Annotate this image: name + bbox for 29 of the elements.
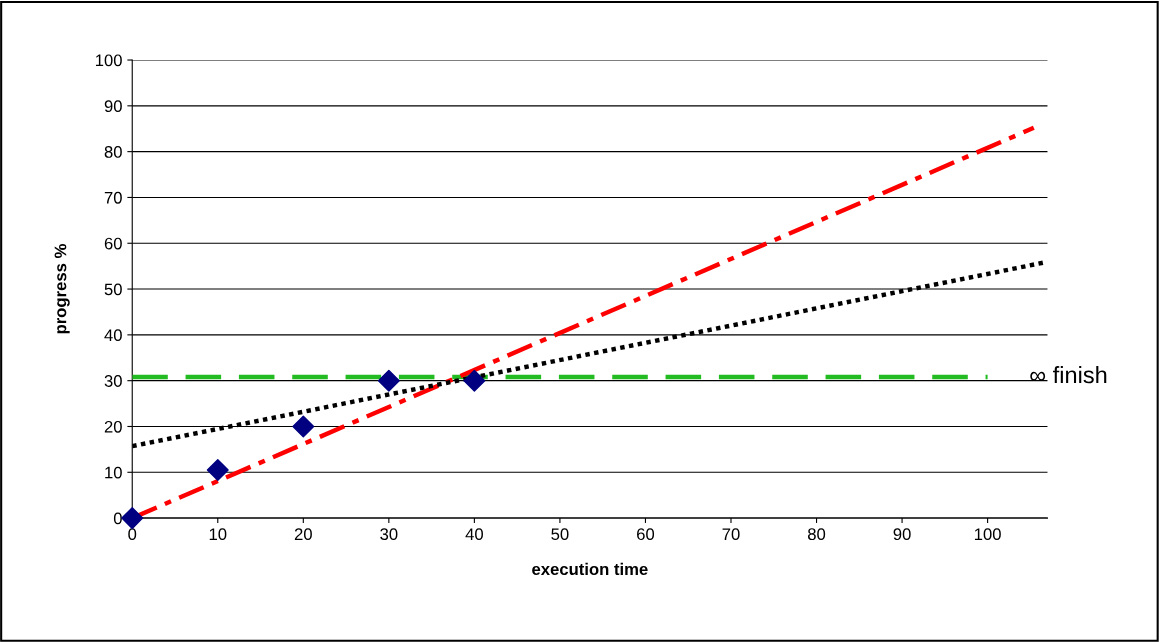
x-axis-title: execution time xyxy=(532,562,648,576)
point xyxy=(121,507,144,530)
x-tick-label: 10 xyxy=(209,528,227,541)
y-tick-label: 60 xyxy=(104,237,122,250)
x-tick-label: 50 xyxy=(551,528,569,541)
x-tick-label: 70 xyxy=(722,528,740,541)
y-tick-label: 70 xyxy=(104,191,122,204)
x-tick-label: 90 xyxy=(893,528,911,541)
y-tick-label: 90 xyxy=(104,100,122,113)
point xyxy=(377,369,400,392)
x-tick-label: 0 xyxy=(128,528,137,541)
point xyxy=(463,369,486,392)
y-tick-label: 40 xyxy=(104,329,122,342)
x-tick-label: 60 xyxy=(637,528,655,541)
point xyxy=(292,415,315,438)
x-tick-label: 20 xyxy=(294,528,312,541)
point xyxy=(206,459,229,481)
x-tick-label: 30 xyxy=(380,528,398,541)
y-tick-label: 10 xyxy=(105,466,122,479)
y-tick-label: 100 xyxy=(95,54,122,67)
y-tick-label: 30 xyxy=(104,375,122,387)
x-tick-label: 100 xyxy=(974,528,1001,541)
y-tick-label: 20 xyxy=(104,420,122,433)
y-tick-label: 0 xyxy=(113,512,122,525)
y-axis-title: progress % xyxy=(54,244,70,334)
x-tick-label: 40 xyxy=(465,528,483,541)
y-tick-label: 50 xyxy=(104,283,122,296)
y-tick-label: 80 xyxy=(104,146,122,158)
x-tick-label: 80 xyxy=(807,528,826,541)
